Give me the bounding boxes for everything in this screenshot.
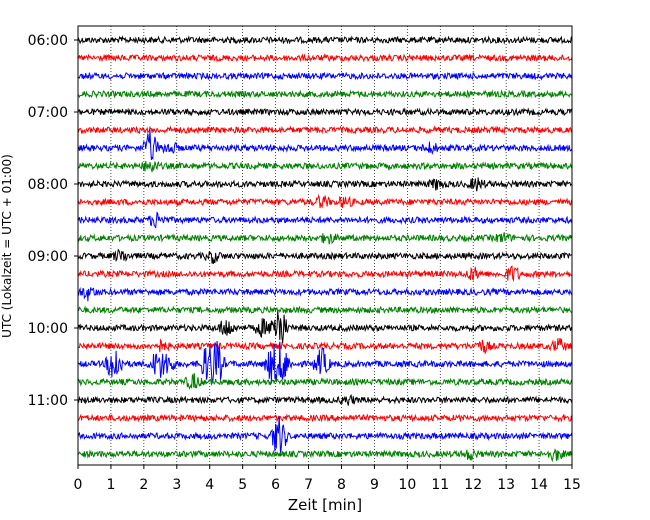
trace-0800 — [77, 177, 573, 192]
trace-0615 — [77, 53, 573, 63]
trace-0815 — [77, 193, 573, 209]
plot-background — [78, 26, 572, 465]
trace-1130 — [77, 415, 573, 457]
plot-frame — [77, 25, 573, 466]
seismic-traces — [77, 35, 573, 463]
trace-0915 — [77, 265, 573, 282]
trace-0730 — [77, 129, 573, 161]
trace-0630 — [77, 71, 573, 81]
trace-1115 — [77, 413, 573, 423]
trace-0645 — [77, 89, 573, 99]
x-tick-label: 6 — [271, 477, 280, 493]
y-tick-label: 11:00 — [28, 393, 68, 409]
y-tick-label: 06:00 — [28, 33, 68, 49]
x-tick-label: 14 — [530, 477, 548, 493]
trace-1000 — [77, 311, 573, 344]
trace-1030 — [77, 340, 573, 384]
x-tick-label: 9 — [370, 477, 379, 493]
trace-0830 — [77, 211, 573, 229]
x-tick-label: 1 — [106, 477, 115, 493]
trace-0900 — [77, 248, 573, 264]
x-tick-label: 3 — [172, 477, 181, 493]
trace-1015 — [77, 337, 573, 355]
trace-1100 — [77, 393, 573, 406]
y-tick-label: 07:00 — [28, 105, 68, 121]
x-tick-label: 7 — [304, 477, 313, 493]
x-axis-ticks: 0 1 2 3 4 5 6 7 8 9 10 11 12 13 14 15 — [74, 465, 581, 493]
trace-0745 — [77, 160, 573, 173]
x-tick-label: 13 — [497, 477, 515, 493]
vertical-gridlines — [110, 26, 540, 465]
trace-0715 — [77, 125, 573, 135]
x-tick-label: 11 — [431, 477, 449, 493]
trace-0845 — [77, 232, 573, 245]
trace-0945 — [77, 305, 573, 315]
x-tick-label: 4 — [205, 477, 214, 493]
y-tick-label: 10:00 — [28, 321, 68, 337]
trace-0930 — [77, 286, 573, 302]
x-axis-label: Zeit [min] — [288, 496, 362, 514]
y-axis-ticks: 06:00 07:00 08:00 09:00 10:00 11:00 — [28, 33, 78, 409]
y-tick-label: 09:00 — [28, 249, 68, 265]
y-tick-label: 08:00 — [28, 177, 68, 193]
trace-0600 — [77, 35, 573, 45]
trace-0700 — [77, 107, 573, 117]
x-tick-label: 8 — [337, 477, 346, 493]
x-tick-label: 10 — [398, 477, 416, 493]
x-tick-label: 0 — [74, 477, 83, 493]
x-tick-label: 12 — [464, 477, 482, 493]
y-axis-label: UTC (Lokalzeit = UTC + 01:00) — [0, 154, 14, 338]
trace-1045 — [77, 373, 573, 390]
trace-1145 — [77, 447, 573, 463]
x-tick-label: 2 — [139, 477, 148, 493]
x-tick-label: 15 — [563, 477, 581, 493]
x-tick-label: 5 — [238, 477, 247, 493]
